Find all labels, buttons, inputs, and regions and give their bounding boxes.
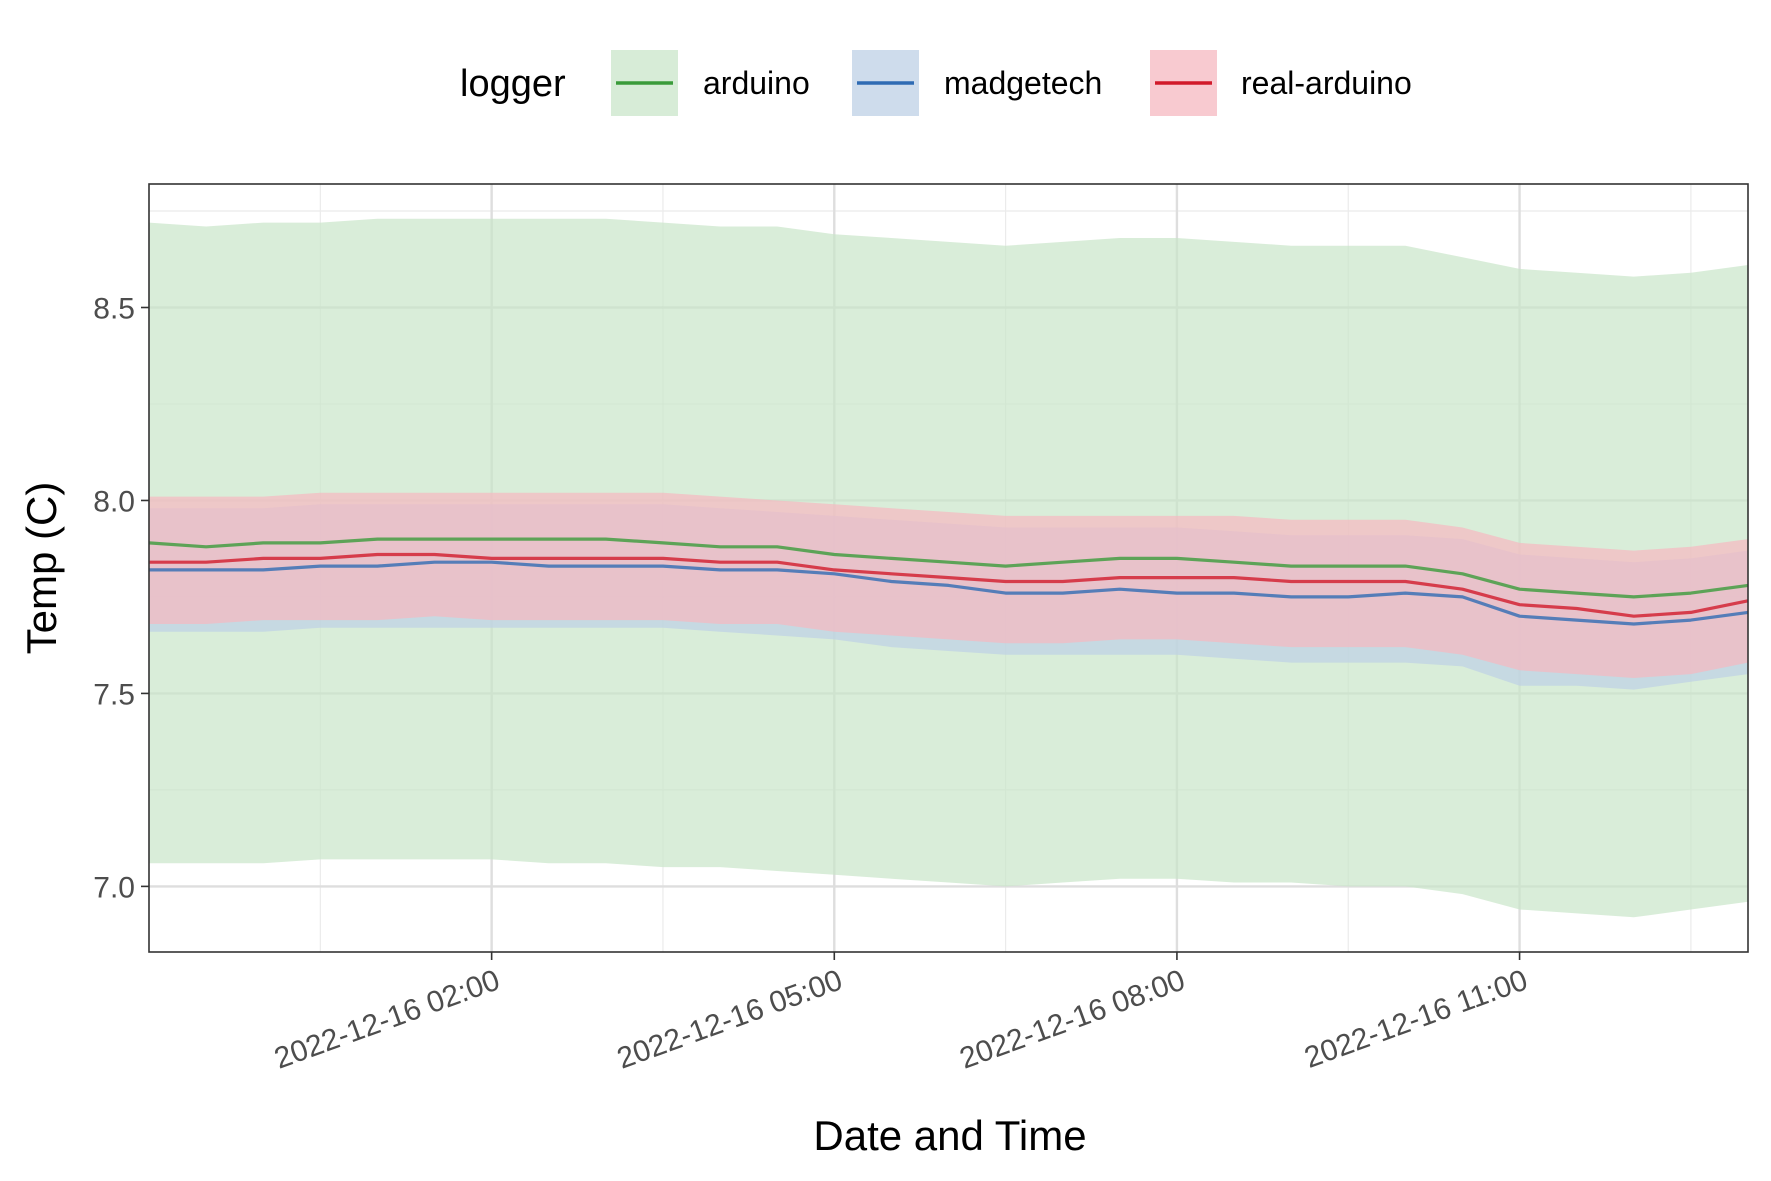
legend-label-madgetech: madgetech	[944, 65, 1102, 101]
series-line-arduino	[148, 537, 1749, 599]
y-tick-label: 7.0	[93, 871, 135, 904]
legend-entry-madgetech: madgetech	[852, 50, 1102, 116]
y-tick-label: 8.5	[93, 292, 135, 325]
y-axis-title: Temp (C)	[18, 482, 65, 655]
legend: logger arduino madgetech real-arduino	[460, 50, 1412, 116]
series-line-real-arduino	[149, 552, 1749, 618]
y-axis: 7.0 7.5 8.0 8.5	[93, 292, 149, 904]
legend-title: logger	[460, 63, 566, 105]
legend-entry-arduino: arduino	[611, 50, 810, 116]
x-axis-title: Date and Time	[813, 1112, 1086, 1159]
legend-label-arduino: arduino	[703, 65, 810, 101]
plot-border	[148, 183, 1749, 953]
legend-entry-real-arduino: real-arduino	[1150, 50, 1412, 116]
ribbons	[149, 218, 1748, 918]
series-lines	[148, 537, 1749, 626]
series-line-madgetech	[149, 560, 1749, 626]
legend-label-real-arduino: real-arduino	[1241, 65, 1412, 101]
y-tick-label: 8.0	[93, 485, 135, 518]
y-tick-label: 7.5	[93, 678, 135, 711]
